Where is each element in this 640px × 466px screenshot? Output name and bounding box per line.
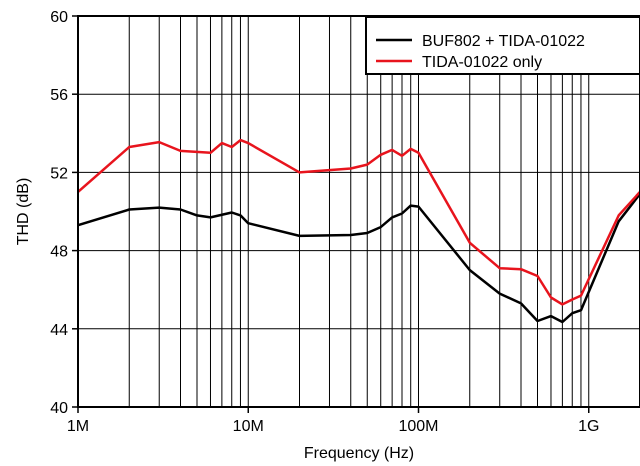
- data-series: [78, 138, 640, 324]
- y-tick-label: 52: [50, 165, 68, 182]
- x-tick-label: 10M: [233, 418, 264, 435]
- x-axis-label: Frequency (Hz): [304, 445, 414, 462]
- y-tick-label: 40: [50, 400, 68, 417]
- legend-box: [365, 16, 640, 75]
- plot-area-frame: [77, 15, 640, 408]
- y-tick-label: 56: [50, 87, 68, 104]
- grid-lines: [78, 16, 640, 407]
- legend-label-2: TIDA-01022 only: [422, 54, 542, 71]
- x-tick-label: 100M: [398, 418, 438, 435]
- x-tick-label: 1M: [67, 418, 89, 435]
- y-tick-label: 60: [50, 9, 68, 26]
- series-line-1: [78, 193, 640, 324]
- legend-label-1: BUF802 + TIDA-01022: [422, 33, 585, 50]
- y-tick-label: 48: [50, 244, 68, 261]
- y-axis-label: THD (dB): [15, 178, 32, 246]
- y-axis-ticks: 40 44 48 52 56 60: [50, 9, 78, 417]
- series-line-2: [78, 138, 640, 306]
- x-axis-ticks: 1M 10M 100M 1G: [67, 407, 599, 435]
- legend: BUF802 + TIDA-01022 TIDA-01022 only: [365, 16, 640, 75]
- y-tick-label: 44: [50, 322, 68, 339]
- x-tick-label: 1G: [578, 418, 599, 435]
